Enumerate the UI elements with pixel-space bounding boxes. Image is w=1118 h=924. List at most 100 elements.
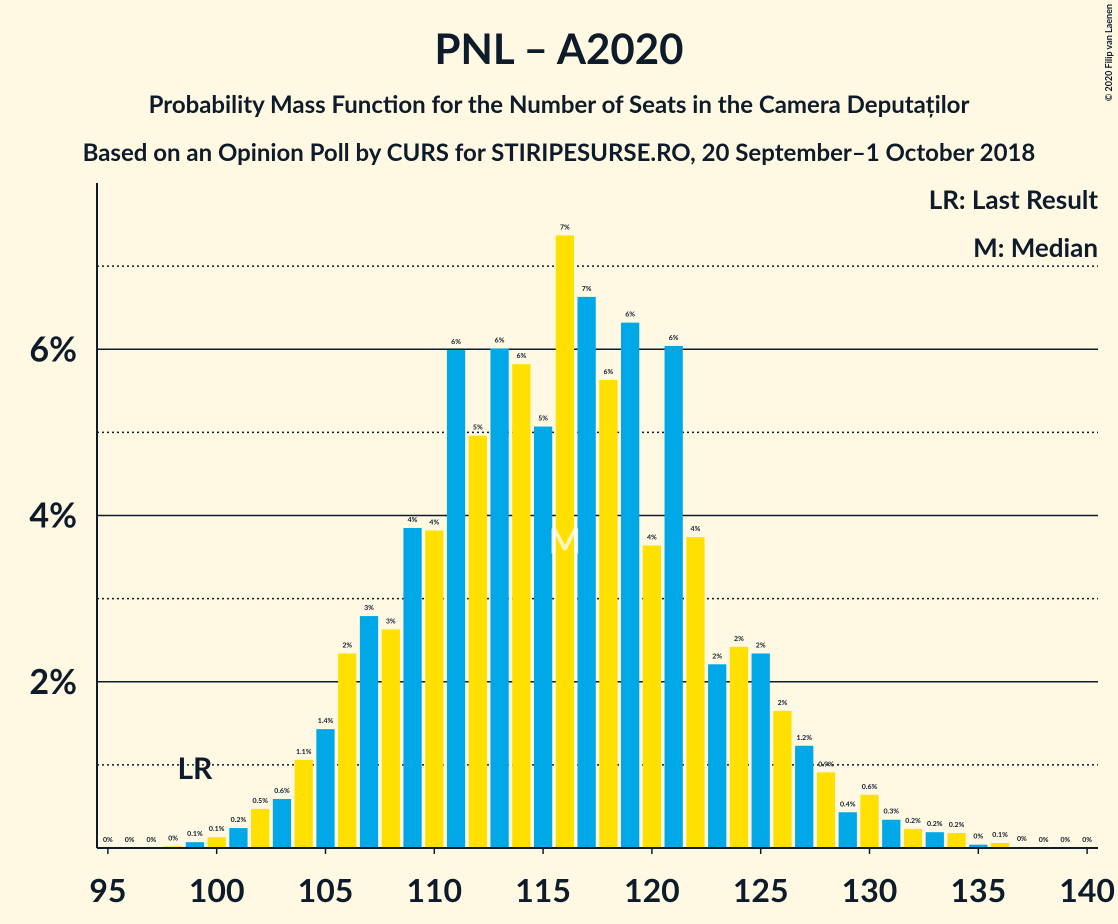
value-label: 7% bbox=[560, 223, 570, 231]
y-tick-label: 4% bbox=[29, 495, 77, 536]
value-label: 7% bbox=[582, 285, 592, 293]
value-label: 0.2% bbox=[231, 816, 247, 824]
value-label: 0.5% bbox=[252, 797, 268, 805]
value-label: 4% bbox=[429, 518, 439, 526]
value-label: 0.9% bbox=[818, 760, 834, 768]
bar bbox=[882, 819, 901, 848]
bar bbox=[490, 348, 509, 848]
value-label: 2% bbox=[778, 699, 788, 707]
x-tick-label: 120 bbox=[624, 870, 680, 909]
bar bbox=[838, 812, 857, 848]
bar bbox=[621, 322, 640, 848]
value-label: 4% bbox=[647, 533, 657, 541]
bar bbox=[686, 537, 705, 848]
value-label: 1.2% bbox=[796, 734, 812, 742]
value-label: 4% bbox=[408, 516, 418, 524]
x-tick-label: 110 bbox=[406, 870, 462, 909]
value-label: 2% bbox=[734, 635, 744, 643]
value-label: 0.1% bbox=[187, 830, 203, 838]
x-tick-label: 130 bbox=[842, 870, 898, 909]
bar bbox=[990, 843, 1010, 848]
bar bbox=[381, 629, 400, 848]
bar bbox=[577, 296, 596, 849]
value-label: 0% bbox=[973, 833, 983, 841]
y-tick-label: 2% bbox=[29, 661, 77, 702]
bar bbox=[555, 235, 574, 848]
bar bbox=[925, 832, 944, 848]
value-label: 3% bbox=[364, 604, 374, 612]
value-label: 0% bbox=[1017, 835, 1027, 843]
x-tick-label: 115 bbox=[515, 870, 571, 909]
x-tick-label: 125 bbox=[733, 870, 789, 909]
value-label: 0% bbox=[1060, 836, 1070, 844]
bar bbox=[338, 653, 357, 848]
bar bbox=[468, 435, 487, 848]
value-label: 0.3% bbox=[884, 808, 900, 816]
bar bbox=[969, 844, 988, 848]
bar bbox=[272, 798, 292, 848]
bar bbox=[773, 710, 792, 848]
value-label: 5% bbox=[538, 415, 548, 423]
value-label: 0.6% bbox=[274, 787, 290, 795]
bar bbox=[185, 842, 205, 848]
bar bbox=[664, 345, 683, 848]
marker-label: LR bbox=[177, 750, 213, 786]
value-label: 0.2% bbox=[905, 817, 921, 825]
bar bbox=[294, 759, 313, 848]
bar bbox=[533, 426, 553, 848]
x-tick-label: 105 bbox=[298, 870, 354, 909]
value-label: 0.2% bbox=[927, 820, 943, 828]
value-label: 0.4% bbox=[840, 800, 856, 808]
chart-subtitle: Probability Mass Function for the Number… bbox=[149, 90, 970, 119]
x-tick-label: 140 bbox=[1059, 870, 1115, 909]
bar bbox=[207, 837, 226, 848]
value-label: 0.2% bbox=[949, 821, 965, 829]
bar bbox=[425, 530, 444, 848]
bar bbox=[816, 772, 836, 848]
value-label: 0% bbox=[1082, 836, 1092, 844]
bar bbox=[751, 653, 770, 848]
bar bbox=[403, 527, 422, 848]
value-label: 1.1% bbox=[296, 748, 312, 756]
value-label: 6% bbox=[669, 334, 679, 342]
bar bbox=[599, 380, 618, 848]
bar bbox=[729, 646, 749, 848]
y-tick-label: 6% bbox=[29, 328, 77, 369]
value-label: 6% bbox=[603, 368, 613, 376]
value-label: 4% bbox=[691, 525, 701, 533]
chart-title: PNL – A2020 bbox=[435, 23, 684, 73]
value-label: 0.6% bbox=[862, 783, 878, 791]
bar bbox=[708, 664, 727, 848]
value-label: 2% bbox=[756, 641, 766, 649]
bar bbox=[446, 350, 466, 848]
value-label: 2% bbox=[342, 641, 352, 649]
x-tick-label: 135 bbox=[950, 870, 1006, 909]
value-label: 3% bbox=[386, 617, 396, 625]
chart-subtitle: Based on an Opinion Poll by CURS for STI… bbox=[83, 138, 1036, 167]
bar bbox=[316, 729, 335, 848]
x-tick-label: 100 bbox=[189, 870, 245, 909]
value-label: 0% bbox=[168, 834, 178, 842]
bar bbox=[359, 616, 379, 848]
bar bbox=[903, 828, 923, 848]
bar bbox=[229, 828, 248, 848]
value-label: 0.1% bbox=[992, 831, 1008, 839]
x-tick-label: 95 bbox=[89, 870, 126, 909]
value-label: 0.1% bbox=[209, 825, 225, 833]
value-label: 6% bbox=[495, 336, 505, 344]
value-label: 1.4% bbox=[318, 717, 334, 725]
bar bbox=[642, 545, 662, 848]
copyright: © 2020 Filip van Laenen bbox=[1103, 4, 1114, 101]
value-label: 6% bbox=[625, 311, 635, 319]
value-label: 0% bbox=[1039, 836, 1049, 844]
value-label: 6% bbox=[516, 352, 526, 360]
value-label: 6% bbox=[451, 338, 461, 346]
legend-entry: M: Median bbox=[973, 231, 1098, 263]
bar bbox=[947, 833, 966, 848]
value-label: 0% bbox=[147, 836, 157, 844]
marker-label: M bbox=[549, 521, 581, 562]
bar bbox=[860, 794, 879, 848]
value-label: 0% bbox=[125, 836, 135, 844]
value-label: 2% bbox=[712, 652, 722, 660]
